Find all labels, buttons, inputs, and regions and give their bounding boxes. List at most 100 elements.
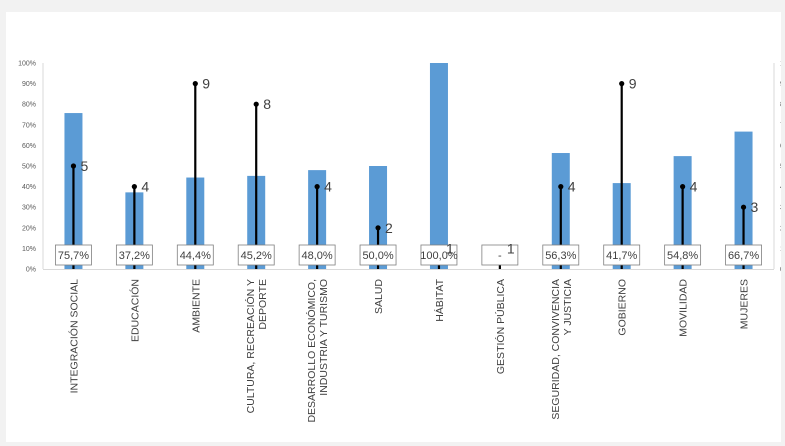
- y2-tick-label: 0: [780, 267, 781, 274]
- bar-data-label-box: [55, 244, 92, 266]
- x-category-label-line: HÁBITAT: [433, 278, 446, 321]
- bar-data-label: 50,0%: [362, 250, 393, 262]
- bar-data-label: 54,8%: [667, 250, 698, 262]
- count-data-label: 4: [141, 179, 149, 195]
- x-category-label: MUJERES: [739, 279, 751, 329]
- x-category-label: MOVILIDAD: [678, 279, 690, 337]
- x-category-label: SEGURIDAD, CONVIVENCIAY JUSTICIA: [550, 279, 574, 420]
- x-category-label: AMBIENTE: [190, 279, 202, 333]
- bar-data-label-box: [176, 244, 214, 266]
- x-category-label: CULTURA, RECREACIÓN YDEPORTE: [244, 279, 269, 413]
- x-category-label-line: DEPORTE: [257, 279, 269, 330]
- combo-chart: 0%10%20%30%40%50%60%70%80%90%100%0123456…: [18, 61, 781, 423]
- bar-data-label-box: [603, 244, 641, 266]
- x-category-label: DESARROLLO ECONÓMICO,INDUSTRIA Y TURISMO: [305, 279, 330, 423]
- bar-data-label: 41,7%: [606, 250, 637, 262]
- bar-data-label: 48,0%: [302, 250, 333, 262]
- bar-data-label: 44,4%: [180, 250, 211, 262]
- x-category-label: HÁBITAT: [433, 278, 446, 321]
- bar-data-label: 100,0%: [420, 250, 458, 262]
- count-data-label: 4: [690, 179, 698, 195]
- count-data-label: 9: [629, 76, 637, 92]
- y-tick-label: 30%: [22, 205, 36, 212]
- y2-tick-label: 5: [780, 164, 781, 171]
- line-marker: [680, 184, 686, 190]
- y2-tick-label: 6: [780, 143, 781, 150]
- bar-data-label-box: [481, 244, 519, 266]
- x-category-label-line: SEGURIDAD, CONVIVENCIA: [550, 279, 562, 420]
- x-category-label-line: DESARROLLO ECONÓMICO,: [305, 279, 318, 423]
- x-category-label-line: Y JUSTICIA: [562, 279, 574, 335]
- y-tick-label: 80%: [22, 102, 36, 109]
- bar-data-label: 37,2%: [119, 250, 150, 262]
- bar-data-label-box: [420, 244, 458, 266]
- x-category-label-line: GESTIÓN PÚBLICA: [494, 279, 507, 374]
- y-tick-label: 60%: [22, 143, 36, 150]
- line-marker: [314, 184, 320, 190]
- bar: [369, 166, 388, 269]
- count-data-label: 3: [751, 199, 759, 215]
- x-category-label: SALUD: [373, 279, 385, 314]
- bar: [429, 63, 448, 269]
- bar-data-label: 75,7%: [58, 250, 89, 262]
- x-category-label: GESTIÓN PÚBLICA: [494, 279, 507, 374]
- bar-data-label: 56,3%: [545, 250, 576, 262]
- count-data-label: 4: [324, 179, 332, 195]
- x-category-label-line: CULTURA, RECREACIÓN Y: [244, 279, 257, 413]
- count-data-label: 2: [385, 220, 393, 236]
- count-data-label: 5: [80, 158, 88, 174]
- line-marker: [70, 163, 77, 169]
- y2-tick-label: 3: [780, 205, 781, 212]
- y-tick-label: 100%: [18, 61, 36, 68]
- x-category-label-line: EDUCACIÓN: [128, 279, 141, 342]
- y-tick-label: 70%: [22, 122, 36, 129]
- y-tick-label: 90%: [22, 81, 36, 88]
- y-tick-label: 50%: [22, 164, 36, 171]
- count-data-label: 1: [507, 240, 515, 256]
- count-data-label: 1: [446, 240, 454, 256]
- y2-tick-label: 1: [780, 246, 781, 253]
- y-tick-label: 10%: [22, 246, 36, 253]
- bar-data-label-box: [298, 244, 336, 266]
- bar-data-label-box: [359, 244, 397, 266]
- x-category-label-line: MOVILIDAD: [678, 279, 690, 337]
- x-category-label: GOBIERNO: [617, 279, 629, 336]
- x-category-label-line: SALUD: [373, 279, 385, 314]
- bar-data-label-box: [664, 244, 702, 266]
- y2-tick-label: 7: [780, 122, 781, 129]
- y2-tick-label: 8: [780, 102, 781, 109]
- y2-tick-label: 4: [780, 184, 781, 191]
- count-data-label: 4: [568, 179, 576, 195]
- x-category-label: EDUCACIÓN: [128, 279, 141, 342]
- count-data-label: 8: [263, 96, 271, 112]
- count-data-label: 9: [202, 76, 210, 92]
- y-tick-label: 40%: [22, 184, 36, 191]
- x-category-label-line: AMBIENTE: [190, 279, 202, 333]
- line-marker: [131, 184, 137, 190]
- chart-card: 0%10%20%30%40%50%60%70%80%90%100%0123456…: [6, 12, 781, 442]
- line-marker: [740, 204, 747, 210]
- x-category-label-line: INTEGRACIÓN SOCIAL: [67, 279, 80, 394]
- x-category-label: INTEGRACIÓN SOCIAL: [67, 279, 80, 394]
- line-marker: [192, 81, 198, 87]
- line-marker: [558, 184, 564, 190]
- line-marker: [253, 101, 259, 107]
- x-category-label-line: MUJERES: [739, 279, 751, 329]
- x-category-label-line: GOBIERNO: [617, 279, 629, 336]
- y2-tick-label: 2: [780, 225, 781, 232]
- y2-tick-label: 9: [780, 81, 781, 88]
- bar-data-label-box: [542, 244, 580, 266]
- bar-data-label: -: [498, 250, 502, 262]
- bar-data-label: 66,7%: [728, 250, 759, 262]
- x-category-label-line: INDUSTRIA Y TURISMO: [318, 279, 330, 396]
- bar: [734, 131, 753, 269]
- bar-data-label-box: [115, 244, 153, 266]
- bar-data-label: 45,2%: [241, 250, 272, 262]
- y-tick-label: 20%: [22, 225, 36, 232]
- y2-tick-label: 10: [780, 61, 781, 68]
- y-tick-label: 0%: [26, 267, 36, 274]
- line-marker: [375, 225, 381, 231]
- line-marker: [619, 81, 625, 87]
- bar-data-label-box: [725, 244, 762, 266]
- bar-data-label-box: [237, 244, 275, 266]
